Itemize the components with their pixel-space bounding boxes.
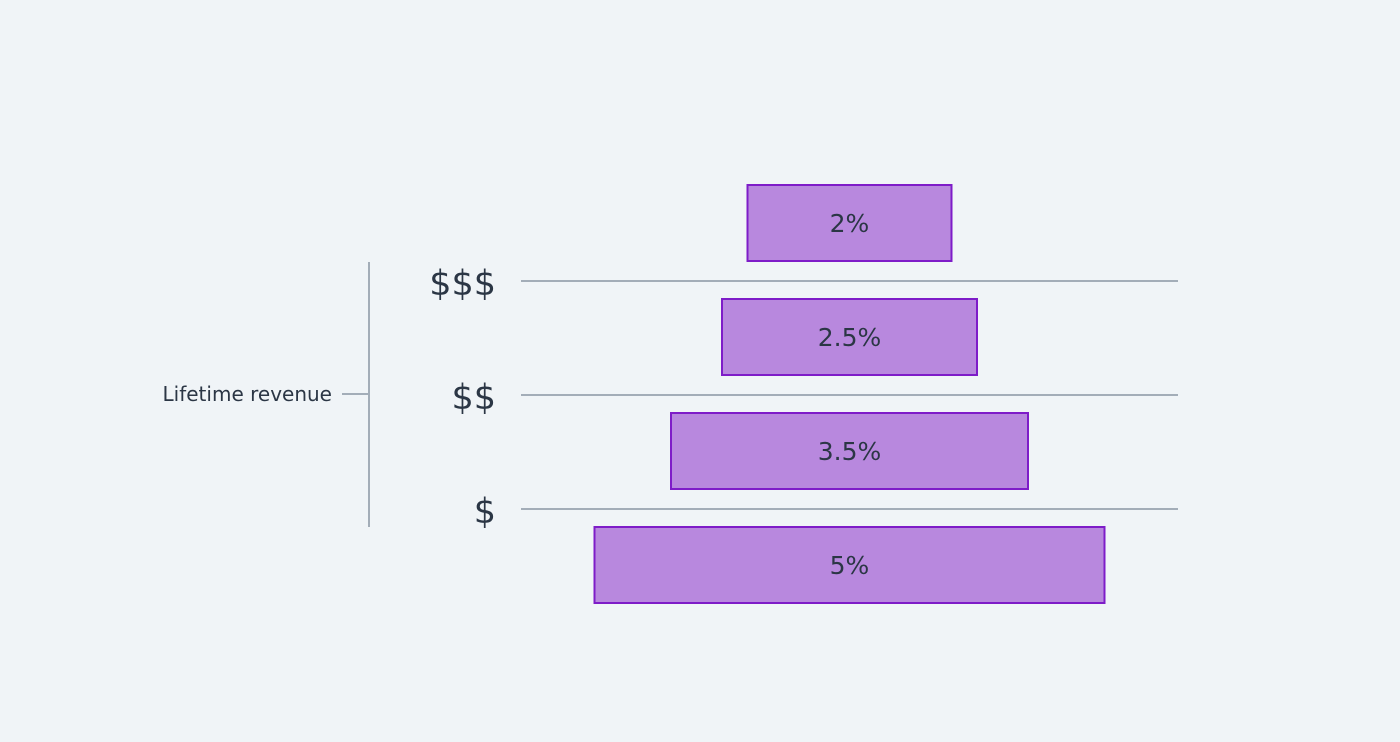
funnel-bar-4: [593, 526, 1106, 604]
tier-label-mid: $$: [451, 378, 496, 418]
bar-label-3: 3.5%: [818, 437, 882, 466]
funnel-bar-1: [746, 184, 953, 262]
tier-label-low: $: [474, 492, 496, 532]
bar-label-1: 2%: [830, 209, 870, 238]
bars-group: 2% 2.5% 3.5% 5%: [593, 184, 1106, 604]
bar-label-2: 2.5%: [818, 323, 882, 352]
tier-group: $$$ $$ $: [429, 264, 1178, 532]
tier-label-high: $$$: [429, 264, 496, 304]
funnel-bar-3: [670, 412, 1029, 490]
bar-label-4: 5%: [830, 551, 870, 580]
funnel-bar-2: [721, 298, 978, 376]
axis-title: Lifetime revenue: [163, 382, 332, 406]
